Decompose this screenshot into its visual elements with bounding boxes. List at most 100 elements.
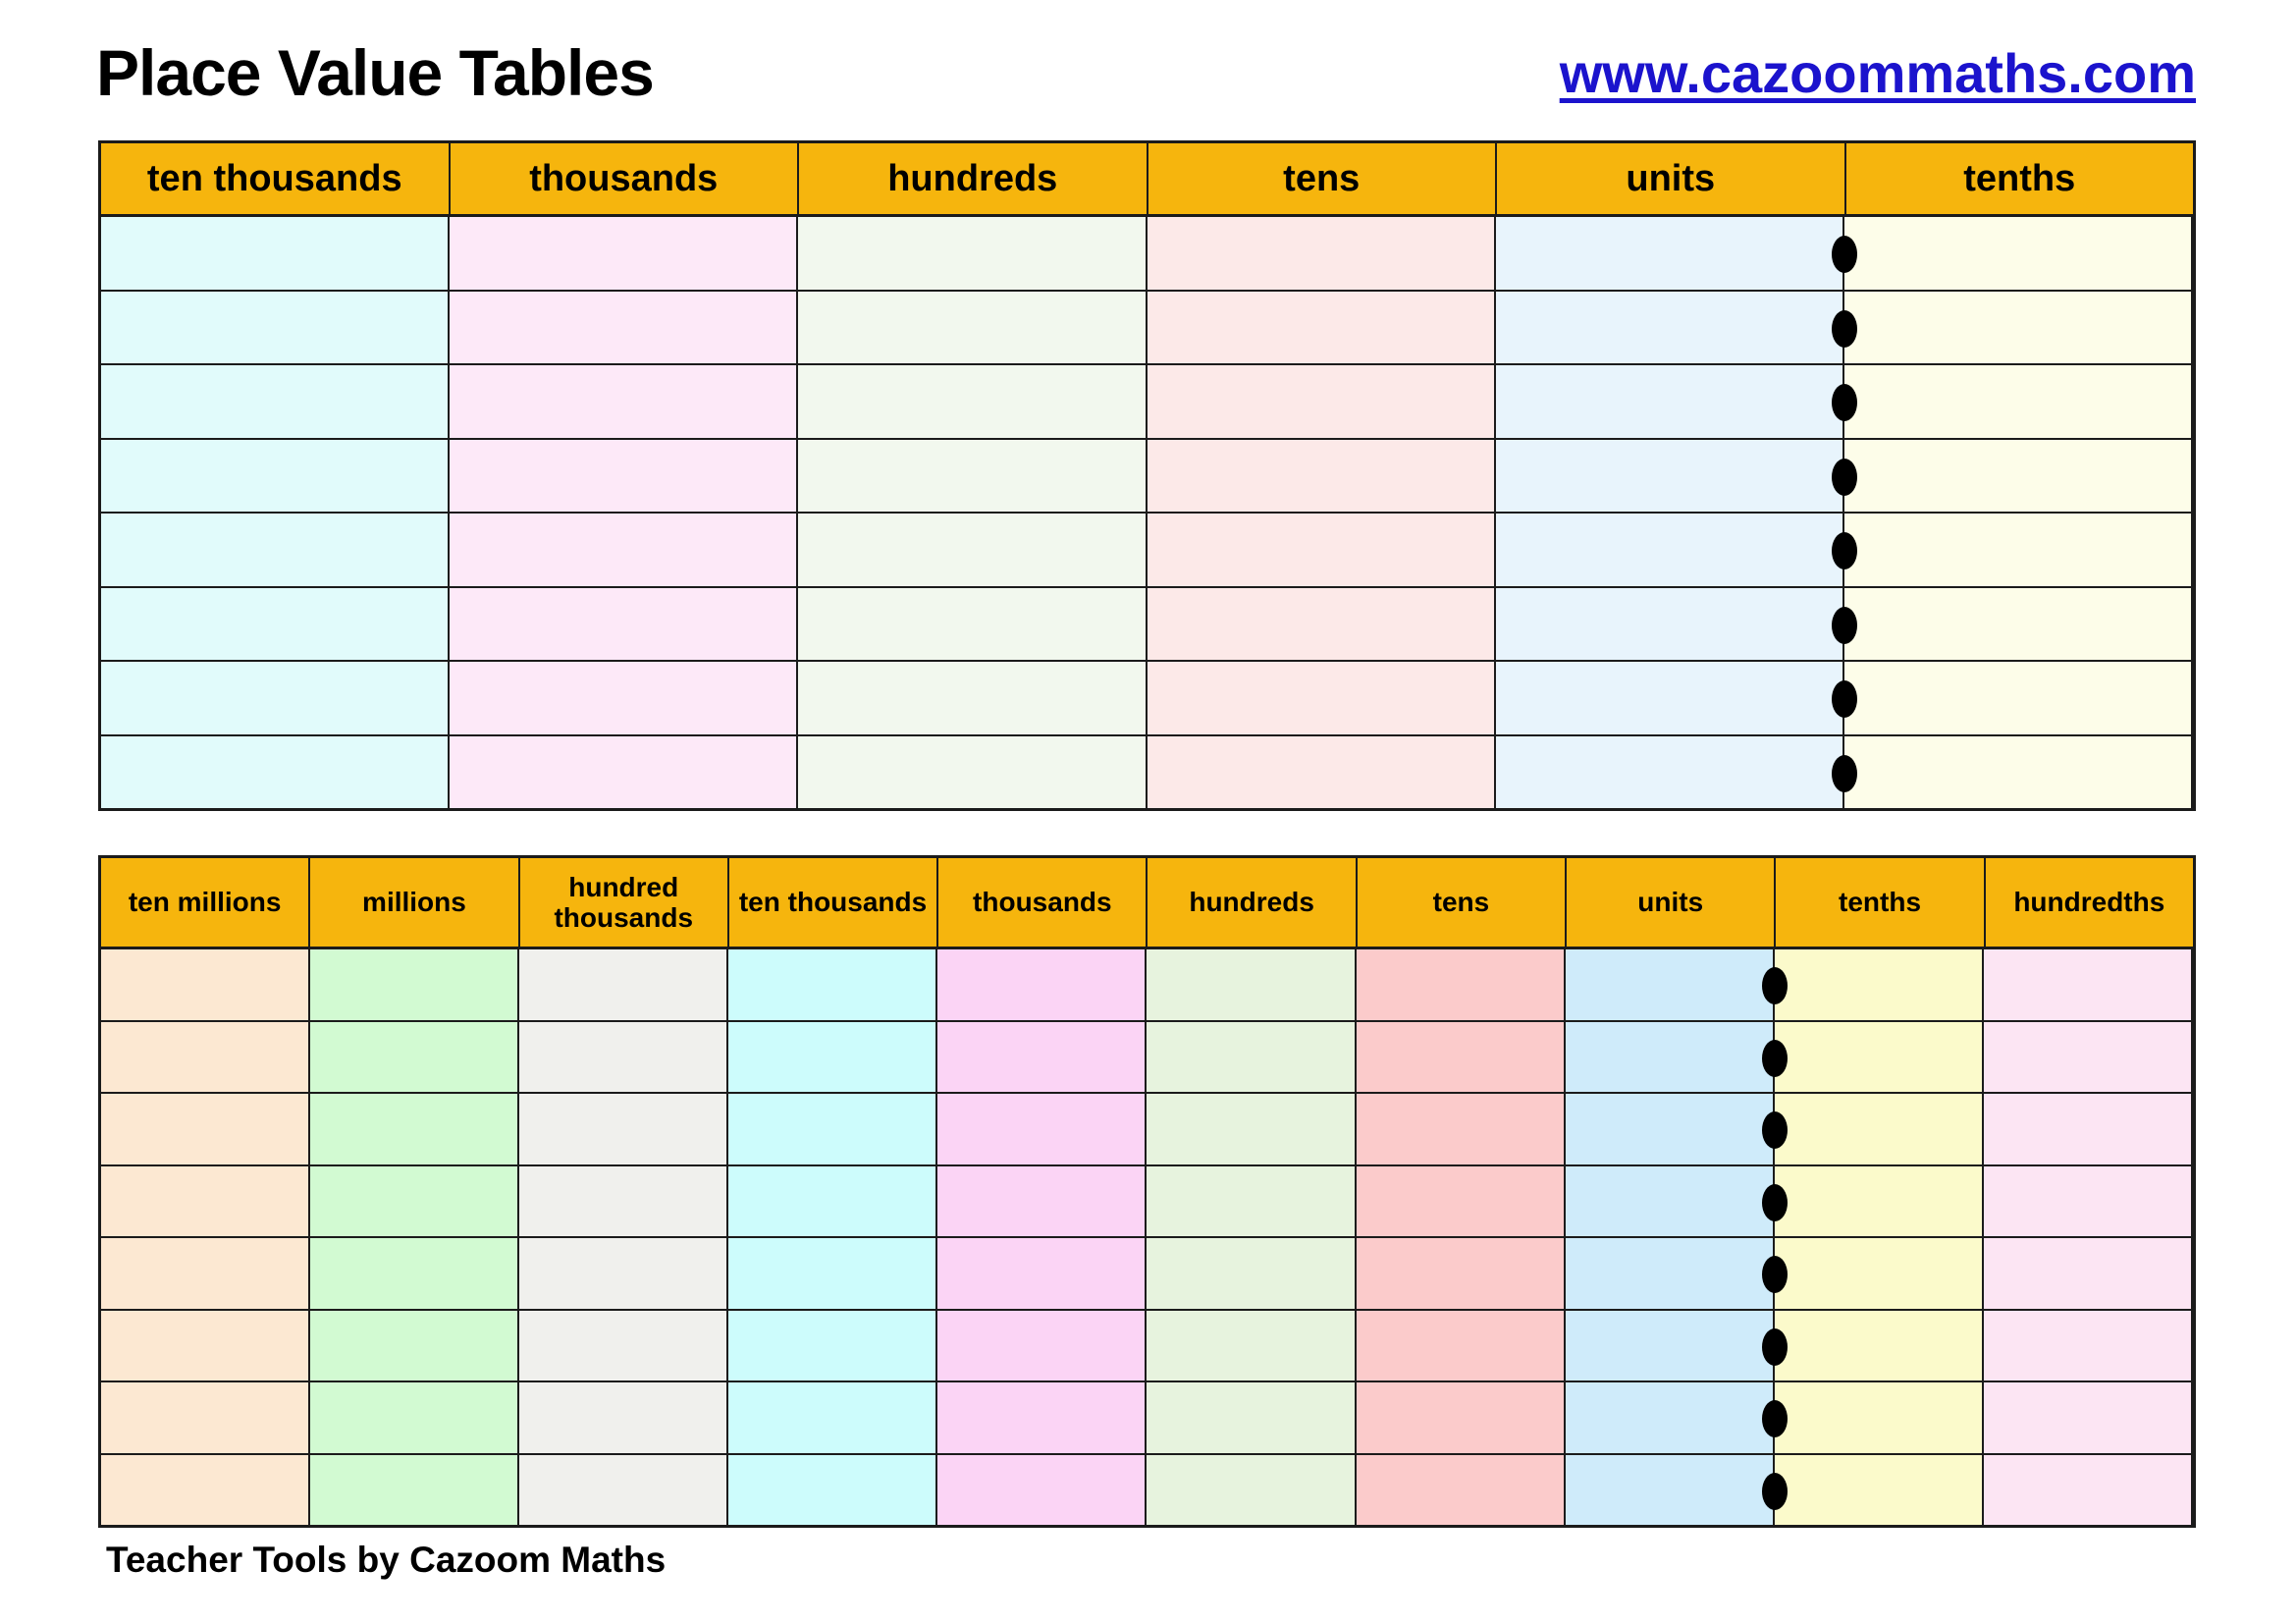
table-row [101, 662, 2194, 736]
table-row [101, 1165, 2193, 1238]
cell-units [1565, 949, 1775, 1020]
column-header-hundreds: hundreds [799, 143, 1148, 214]
cell-tenths [1843, 439, 2194, 512]
table-row [101, 514, 2194, 588]
table-row [101, 1310, 2193, 1382]
table-row [101, 1238, 2193, 1311]
cell-thousands [450, 662, 799, 734]
cell-ten-millions [101, 1382, 311, 1453]
cell-hundreds [798, 291, 1148, 363]
cell-hundred-thousands [519, 1382, 729, 1453]
site-link[interactable]: www.cazoommaths.com [1559, 42, 2196, 104]
cell-tenths [1774, 949, 1984, 1020]
cell-hundreds [798, 662, 1148, 734]
table-row [101, 1094, 2193, 1166]
column-header-tenths: tenths [1845, 143, 2193, 214]
cell-hundreds [1147, 949, 1357, 1020]
cell-ten-millions [101, 1165, 311, 1236]
column-header-thousands: thousands [450, 143, 799, 214]
column-header-ten-thousands: ten thousands [728, 858, 939, 947]
decimal-point-dot [1831, 754, 1857, 792]
cell-tens [1147, 217, 1496, 290]
cell-thousands [937, 1021, 1148, 1092]
column-header-hundredths: hundredths [1985, 858, 2193, 947]
column-header-tens: tens [1148, 143, 1497, 214]
place-value-table-simple: ten thousands thousands hundreds tens units t… [98, 140, 2196, 811]
cell-hundred-thousands [519, 1165, 729, 1236]
cell-ten-thousands [728, 949, 938, 1020]
table-row [101, 735, 2194, 808]
column-header-ten-thousands: ten thousands [101, 143, 451, 214]
cell-ten-millions [101, 1310, 311, 1380]
cell-tens [1356, 949, 1566, 1020]
cell-millions [310, 1310, 520, 1380]
decimal-point-dot [1761, 1256, 1788, 1294]
cell-hundreds [798, 439, 1148, 512]
cell-hundredths [1983, 1310, 2193, 1380]
cell-units [1495, 587, 1844, 660]
cell-millions [310, 949, 520, 1020]
cell-thousands [937, 1238, 1148, 1309]
cell-ten-thousands [101, 439, 451, 512]
cell-tens [1147, 735, 1496, 808]
cell-ten-thousands [101, 514, 451, 586]
cell-thousands [450, 735, 799, 808]
cell-hundreds [1147, 1310, 1357, 1380]
cell-thousands [937, 949, 1148, 1020]
cell-units [1495, 662, 1844, 734]
cell-units [1565, 1454, 1775, 1525]
decimal-point-dot [1831, 384, 1857, 422]
cell-ten-thousands [728, 1382, 938, 1453]
cell-hundreds [1147, 1094, 1357, 1164]
cell-hundred-thousands [519, 1454, 729, 1525]
cell-millions [310, 1094, 520, 1164]
cell-hundred-thousands [519, 1021, 729, 1092]
cell-tenths [1774, 1165, 1984, 1236]
decimal-point-dot [1831, 236, 1857, 274]
column-header-millions: millions [310, 858, 520, 947]
table-row [101, 365, 2194, 440]
cell-tens [1147, 365, 1496, 438]
table-row [101, 587, 2194, 662]
header-row: ten thousands thousands hundreds tens units t… [101, 143, 2193, 217]
cell-hundredths [1983, 1238, 2193, 1309]
cell-tenths [1774, 1021, 1984, 1092]
cell-tens [1147, 439, 1496, 512]
cell-hundredths [1983, 1021, 2193, 1092]
cell-millions [310, 1165, 520, 1236]
cell-hundreds [798, 587, 1148, 660]
decimal-point-dot [1831, 680, 1857, 719]
cell-tens [1356, 1238, 1566, 1309]
cell-tens [1356, 1094, 1566, 1164]
cell-tenths [1843, 291, 2194, 363]
decimal-point-dot [1761, 1039, 1788, 1077]
table-row [101, 1021, 2193, 1094]
cell-thousands [937, 1165, 1148, 1236]
table-row [101, 291, 2194, 365]
cell-hundreds [798, 735, 1148, 808]
cell-hundredths [1983, 1454, 2193, 1525]
column-header-units: units [1567, 858, 1777, 947]
cell-hundredths [1983, 1382, 2193, 1453]
cell-ten-thousands [101, 662, 451, 734]
cell-ten-millions [101, 949, 311, 1020]
decimal-point-dot [1831, 458, 1857, 496]
cell-hundredths [1983, 949, 2193, 1020]
cell-thousands [450, 439, 799, 512]
cell-units [1565, 1094, 1775, 1164]
cell-thousands [937, 1382, 1148, 1453]
cell-tenths [1843, 735, 2194, 808]
decimal-point-dot [1761, 1111, 1788, 1150]
cell-units [1495, 291, 1844, 363]
table-row [101, 1382, 2193, 1455]
cell-tens [1147, 662, 1496, 734]
cell-tenths [1774, 1094, 1984, 1164]
decimal-point-dot [1761, 1472, 1788, 1510]
cell-ten-thousands [728, 1310, 938, 1380]
cell-ten-millions [101, 1094, 311, 1164]
decimal-point-dot [1761, 1327, 1788, 1366]
cell-tens [1147, 587, 1496, 660]
decimal-point-dot [1831, 309, 1857, 348]
cell-millions [310, 1238, 520, 1309]
cell-hundreds [798, 514, 1148, 586]
